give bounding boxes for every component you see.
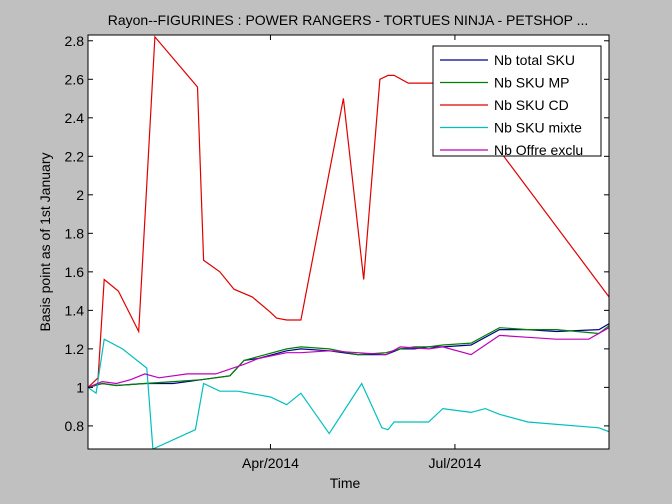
chart-title: Rayon--FIGURINES : POWER RANGERS - TORTU… [108,12,589,28]
series-line-4 [88,338,609,449]
y-tick-label: 2.8 [65,33,85,49]
y-tick-label: 1 [76,379,84,395]
legend: Nb total SKU Nb SKU MP Nb SKU CD Nb SKU mix… [432,45,602,158]
series-layer [88,35,609,449]
series-line-5 [88,327,609,388]
legend-label-3: Nb SKU CD [494,97,569,113]
x-tick-label: Jul/2014 [428,455,481,471]
plot-frame [87,34,610,450]
series-lines [88,35,609,449]
y-tick-label: 1.4 [65,302,85,318]
series-line-3 [88,35,609,388]
y-tick-label: 1.2 [65,341,85,357]
legend-label-1: Nb total SKU [494,52,575,68]
legend-label-4: Nb SKU mixte [494,120,582,136]
legend-label-5: Nb Offre exclu [494,142,583,158]
y-tick-label: 0.8 [65,418,85,434]
y-tick-label: 1.8 [65,225,85,241]
y-tick-label: 2.4 [65,110,85,126]
series-line-1 [88,323,609,388]
x-axis-label: Time [330,475,361,491]
y-axis-label: Basis point as of 1st January [37,153,53,332]
y-tick-label: 2.2 [65,148,85,164]
legend-box [432,45,602,157]
y-tick-label: 2.6 [65,71,85,87]
ticks-layer: 0.8 1 1.2 1.4 1.6 1.8 2 2.2 2.4 2.6 2.8 Apr/2014 Jul… [65,33,609,471]
y-tick-label: 2 [76,187,84,203]
x-tick-label: Apr/2014 [242,455,299,471]
legend-label-2: Nb SKU MP [494,75,569,91]
y-tick-label: 1.6 [65,264,85,280]
